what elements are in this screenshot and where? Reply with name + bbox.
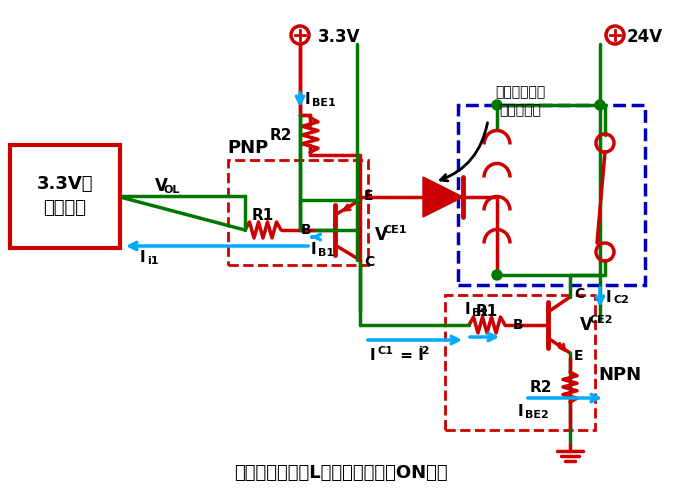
Bar [458,105,645,285]
Text: V: V [155,177,168,195]
Text: = I: = I [395,347,424,362]
Text: ダイオード: ダイオード [499,103,541,117]
Text: V: V [375,226,388,244]
Bar [228,160,368,265]
Text: V: V [580,316,593,334]
Text: I: I [140,250,146,265]
Text: E: E [364,189,374,203]
Text: I: I [370,347,376,362]
Text: C2: C2 [613,295,629,305]
Text: R1: R1 [252,208,274,224]
Text: NPN: NPN [598,366,641,384]
Text: i1: i1 [147,256,159,266]
Circle shape [492,270,502,280]
Text: 3.3V: 3.3V [318,28,361,46]
Text: 24V: 24V [627,28,663,46]
Circle shape [595,100,605,110]
Text: I: I [606,290,612,304]
Text: E: E [574,349,584,363]
Text: 3.3V系: 3.3V系 [37,175,93,193]
Text: I: I [465,302,471,317]
Text: B2: B2 [472,308,488,318]
Text: R2: R2 [529,380,552,395]
Text: OL: OL [163,185,179,195]
Bar [10,145,120,248]
Text: BE2: BE2 [525,410,549,420]
Text: C: C [364,255,374,269]
Text: I: I [311,243,316,257]
Text: R2: R2 [269,128,292,143]
Text: 逆起電圧抑制: 逆起電圧抑制 [495,85,545,99]
Text: CE1: CE1 [384,225,408,235]
Text: I: I [305,93,310,107]
Text: i2: i2 [418,346,430,356]
Text: BE1: BE1 [312,98,336,108]
Text: PNP: PNP [227,139,269,157]
Text: C1: C1 [378,346,394,356]
Text: R1: R1 [476,303,498,318]
Text: I: I [518,404,524,419]
Circle shape [492,100,502,110]
Text: B: B [300,223,311,237]
Bar [445,295,595,430]
Text: CE2: CE2 [589,315,612,325]
Polygon shape [423,177,463,217]
Text: B: B [512,318,523,332]
Text: B1: B1 [318,248,334,258]
Text: マイコンからのL信号でリレーがONする: マイコンからのL信号でリレーがONする [234,464,448,482]
Text: マイコン: マイコン [44,199,87,217]
Text: C: C [574,287,584,301]
